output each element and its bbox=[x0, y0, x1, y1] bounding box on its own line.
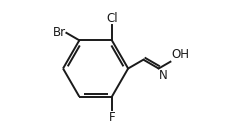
Text: OH: OH bbox=[171, 48, 189, 61]
Text: Br: Br bbox=[53, 26, 66, 39]
Text: N: N bbox=[159, 69, 168, 82]
Text: Cl: Cl bbox=[106, 12, 118, 25]
Text: F: F bbox=[108, 111, 115, 124]
